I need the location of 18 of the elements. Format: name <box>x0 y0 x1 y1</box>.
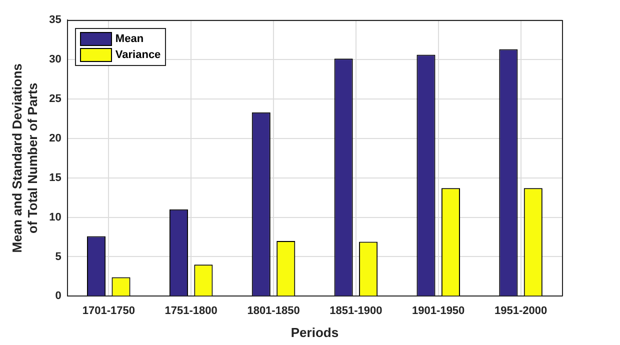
y-tick-label: 20 <box>49 132 62 144</box>
y-tick-label: 25 <box>49 92 62 105</box>
x-axis-title: Periods <box>290 324 339 340</box>
y-axis-title: Mean and Standard Deviations of Total Number of Parts <box>9 63 40 253</box>
y-tick-label: 0 <box>55 290 62 302</box>
x-tick-label: 1851-1900 <box>330 304 382 317</box>
y-tick-label: 30 <box>49 53 62 66</box>
y-tick-label: 35 <box>49 14 62 26</box>
x-tick-label: 1751-1800 <box>164 304 218 317</box>
legend-label: Mean <box>115 33 144 45</box>
x-tick-label: 1901-1950 <box>412 304 465 317</box>
y-tick-label: 5 <box>55 250 62 263</box>
x-tick-label: 1951-2000 <box>494 304 548 317</box>
legend-label: Variance <box>115 49 161 61</box>
y-tick-label: 15 <box>49 172 62 184</box>
x-tick-label: 1801-1850 <box>247 304 300 317</box>
x-tick-label: 1701-1750 <box>82 304 135 317</box>
y-tick-label: 10 <box>49 211 62 224</box>
